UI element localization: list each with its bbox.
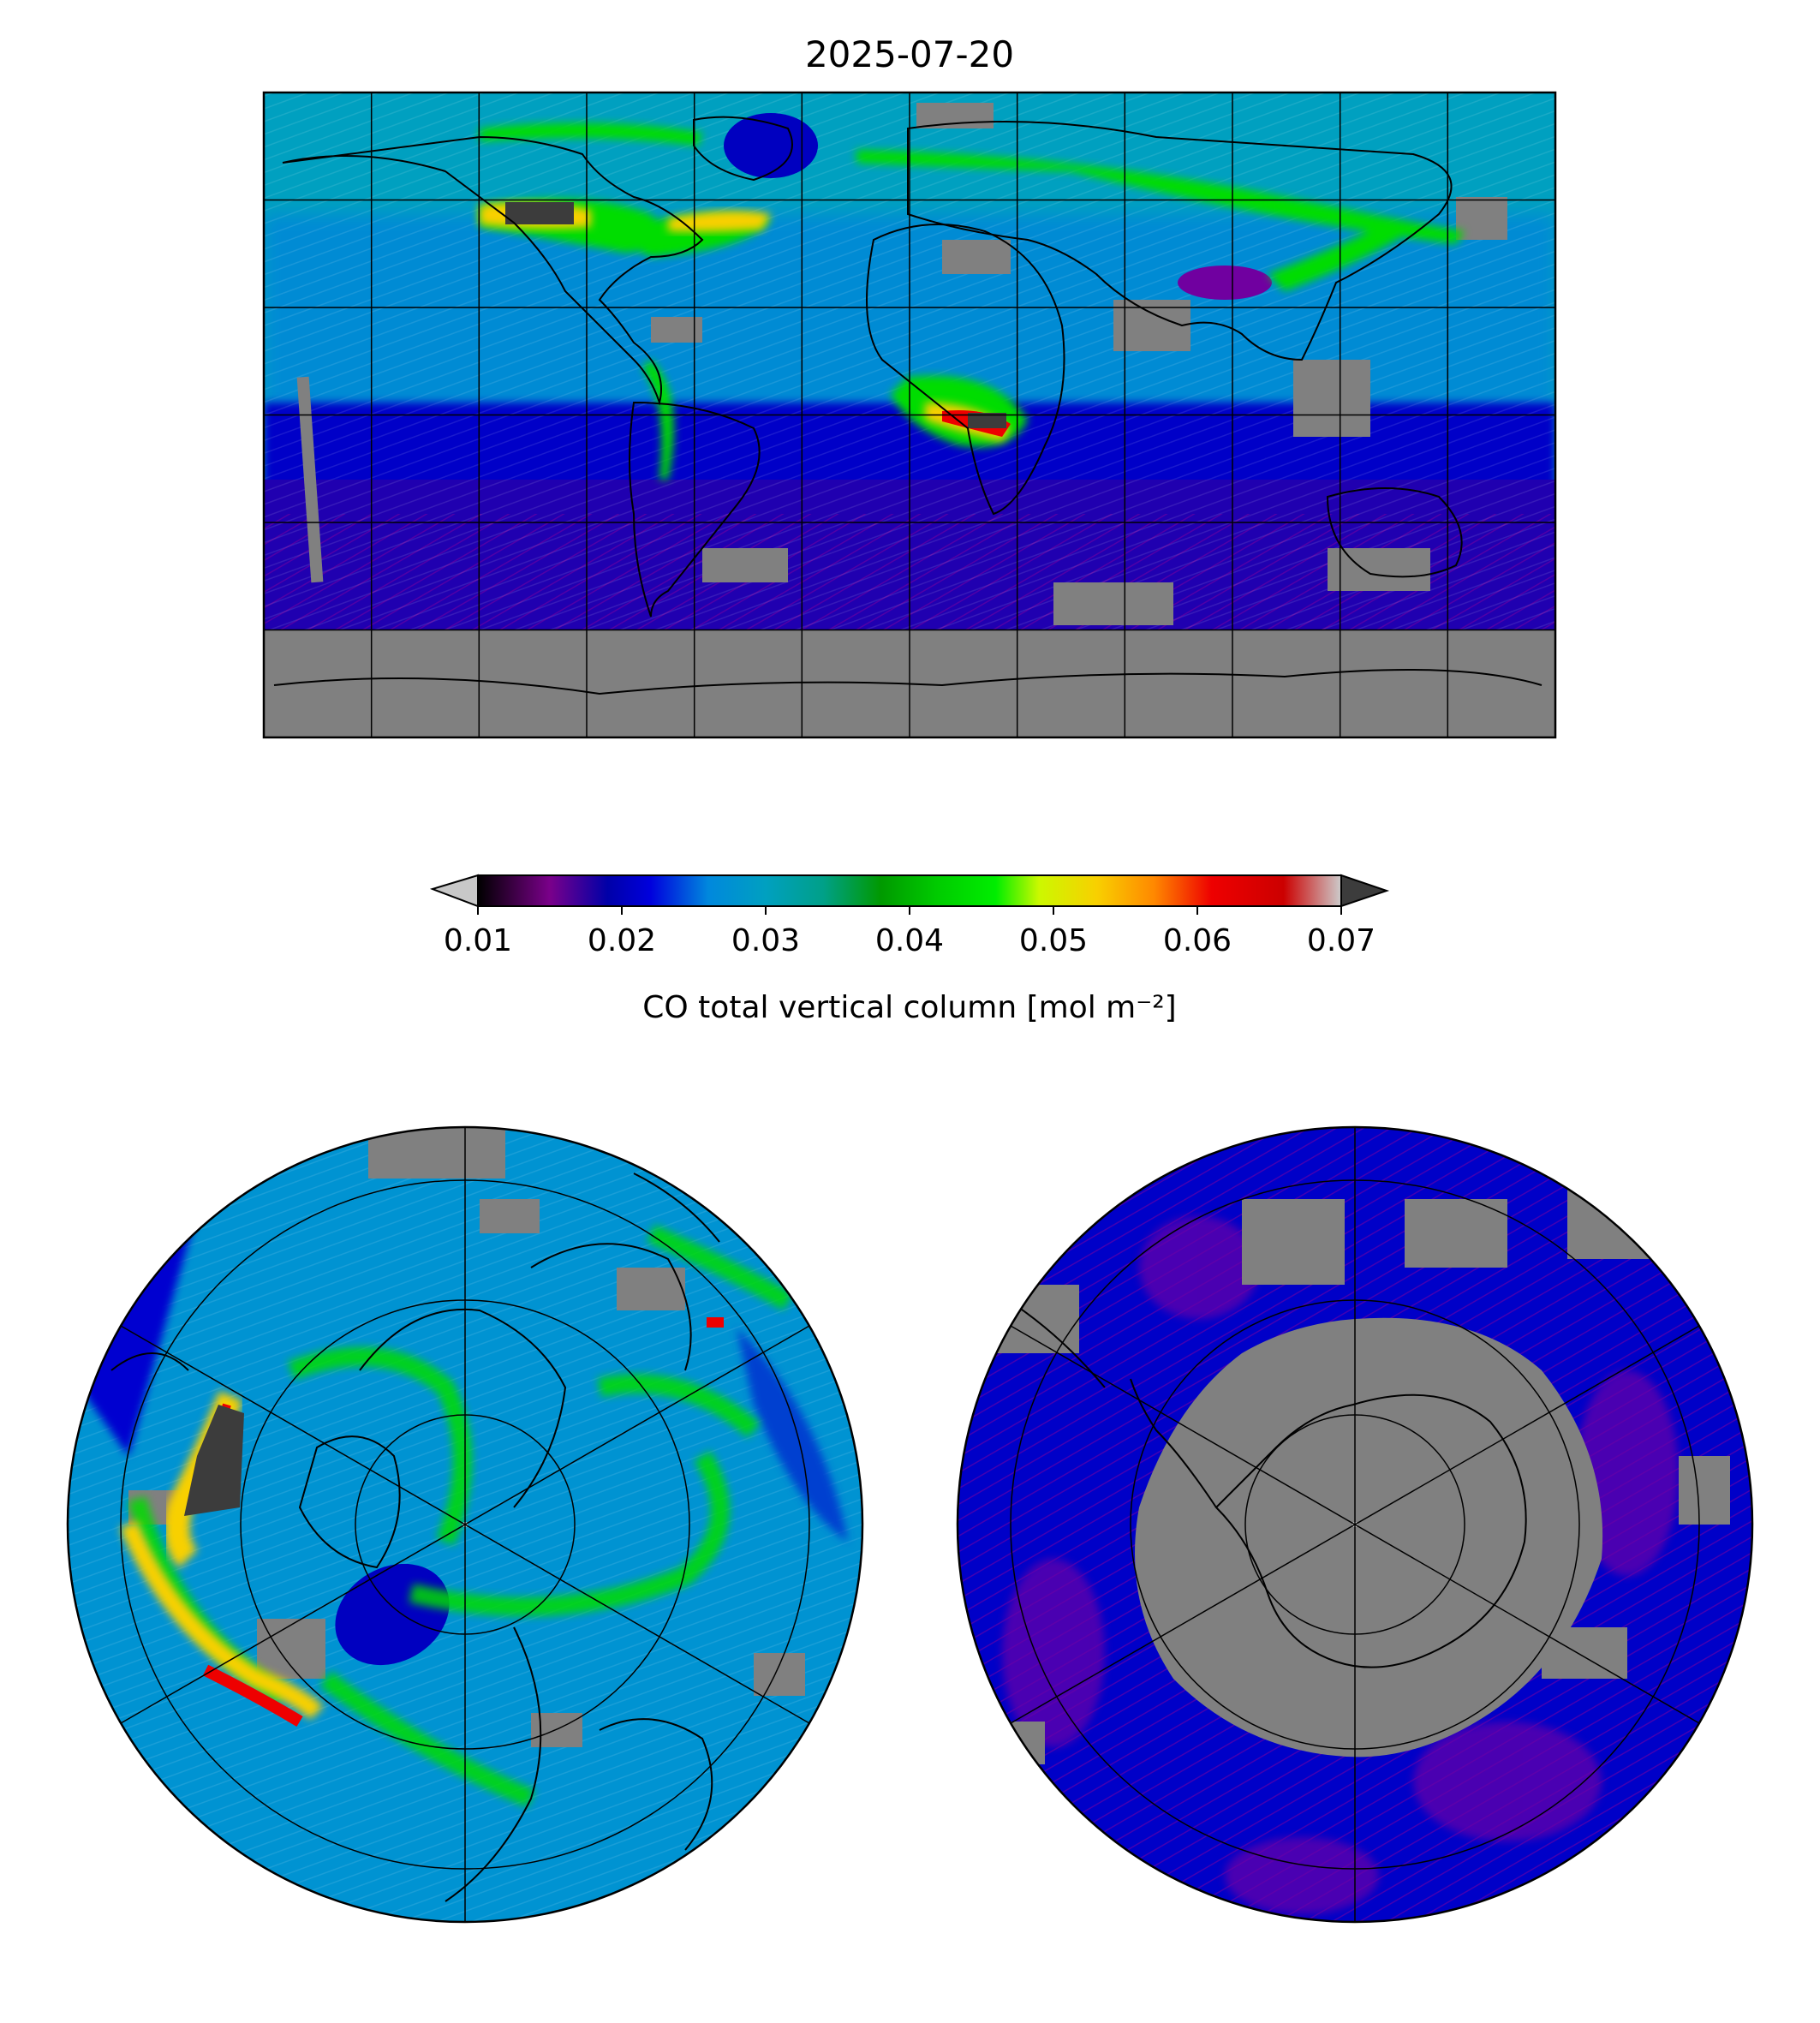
colorbar-gradient bbox=[478, 875, 1341, 906]
colorbar-tick-label: 0.06 bbox=[1163, 923, 1232, 958]
south-coastlines bbox=[1010, 1301, 1527, 1668]
greenland-low bbox=[724, 113, 818, 178]
figure-title: 2025-07-20 bbox=[805, 33, 1014, 75]
north-polar-map bbox=[66, 1125, 864, 1924]
south-antarctic-nodata bbox=[1135, 1317, 1603, 1757]
colorbar-ticks: 0.01 0.02 0.03 0.04 0.05 0.06 0.07 bbox=[444, 906, 1375, 958]
global-coastlines bbox=[273, 116, 1543, 695]
south-map-frame bbox=[956, 1125, 1754, 1924]
global-gridlines bbox=[264, 92, 1555, 737]
tibet-low bbox=[1178, 266, 1272, 300]
colorbar-tick-label: 0.04 bbox=[875, 923, 944, 958]
global-nodata-patches bbox=[296, 103, 1507, 625]
north-coastlines bbox=[110, 1173, 720, 1902]
colorbar: 0.01 0.02 0.03 0.04 0.05 0.06 0.07 CO total ve… bbox=[429, 874, 1390, 1025]
global-map-frame bbox=[262, 91, 1557, 739]
global-map bbox=[262, 91, 1557, 739]
colorbar-under-triangle bbox=[429, 874, 479, 908]
canada-fire-saturated bbox=[505, 202, 574, 224]
africa-fire-saturated bbox=[968, 413, 1006, 428]
south-gridlines bbox=[1010, 1127, 1700, 1922]
colorbar-tick-label: 0.02 bbox=[588, 923, 656, 958]
colorbar-label: CO total vertical column [mol m⁻²] bbox=[642, 990, 1176, 1025]
colorbar-over-triangle bbox=[1340, 874, 1390, 908]
colorbar-tick-label: 0.03 bbox=[731, 923, 800, 958]
north-fire-plumes bbox=[119, 1317, 724, 1728]
north-map-frame bbox=[66, 1125, 864, 1924]
north-gridlines bbox=[120, 1127, 810, 1922]
colorbar-tick-label: 0.05 bbox=[1019, 923, 1088, 958]
colorbar-tick-label: 0.07 bbox=[1307, 923, 1375, 958]
north-fire-saturated bbox=[184, 1405, 244, 1516]
south-polar-map bbox=[956, 1125, 1754, 1924]
colorbar-tick-label: 0.01 bbox=[444, 923, 512, 958]
